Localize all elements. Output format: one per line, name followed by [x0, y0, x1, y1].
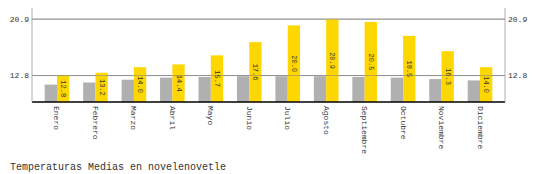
data-label: 12.8	[59, 80, 67, 97]
x-tick-label: Marzo	[129, 106, 138, 130]
bar	[45, 85, 57, 102]
bar	[249, 42, 261, 102]
x-tick-label: Diciembre	[476, 106, 485, 149]
bars	[45, 19, 493, 102]
grid-line	[32, 19, 505, 20]
x-tick-label: Septiembre	[360, 106, 369, 154]
x-tick-label: Octubre	[399, 106, 408, 140]
bar	[314, 76, 326, 102]
data-label: 20.9	[328, 52, 336, 69]
y-axis-line	[32, 8, 33, 102]
data-label: 20.0	[290, 55, 298, 72]
y-tick-label: 12.8	[10, 71, 29, 80]
bar	[391, 78, 403, 102]
bar	[134, 67, 146, 102]
data-label: 14.0	[136, 76, 144, 93]
y2-axis-line	[505, 8, 506, 102]
bar	[172, 64, 184, 102]
data-label: 15.7	[213, 70, 221, 87]
data-label: 17.6	[251, 64, 259, 81]
bar	[122, 80, 134, 102]
data-label: 16.3	[444, 68, 452, 85]
data-label: 13.2	[98, 79, 106, 96]
x-tick-label: Abril	[168, 106, 177, 130]
reference-line	[32, 75, 505, 76]
bar	[199, 77, 211, 102]
title: Temperaturas Medias en novelenovetle	[10, 162, 226, 173]
chart: 12.8 13.2 14.0 14.4 15.7 17.6 20.0 20.9 20.5 18.5…	[0, 0, 537, 174]
bar	[237, 76, 249, 102]
bar	[95, 73, 107, 102]
x-tick-label: Julio	[283, 106, 292, 130]
bar	[429, 79, 441, 102]
x-tick-label: Mayo	[206, 106, 215, 125]
x-tick-label: Febrero	[91, 106, 100, 140]
bar	[480, 67, 492, 102]
x-tick-label: Enero	[52, 106, 61, 130]
bar	[288, 25, 300, 102]
x-tick-label: Junio	[245, 106, 254, 130]
bar	[275, 76, 287, 102]
bar	[442, 51, 454, 102]
bar	[57, 76, 69, 102]
x-tick-label: Agosto	[322, 106, 331, 135]
bar	[83, 83, 95, 102]
data-label: 14.0	[482, 76, 490, 93]
bar	[365, 22, 377, 102]
reference-line	[32, 19, 505, 20]
x-axis-line	[32, 101, 505, 103]
bar	[211, 55, 223, 102]
bar	[403, 36, 415, 102]
x-tick-label: Noviembre	[437, 106, 446, 149]
y-tick-label: 20.9	[10, 15, 29, 24]
bar	[468, 80, 480, 102]
y2-tick-label: 12.8	[508, 71, 527, 80]
bar	[352, 77, 364, 102]
bar	[160, 78, 172, 102]
data-label: 14.4	[175, 75, 183, 92]
data-label: 20.5	[367, 54, 375, 71]
y2-tick-label: 20.9	[508, 15, 527, 24]
data-label: 18.5	[405, 61, 413, 78]
bar	[326, 19, 338, 102]
